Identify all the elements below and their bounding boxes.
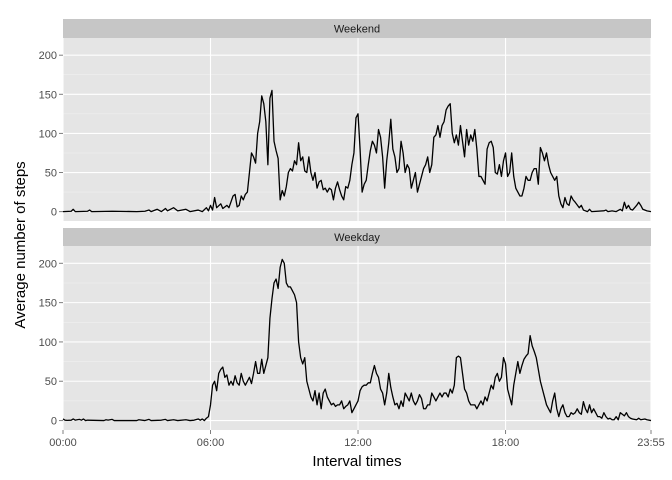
y-tick-label: 100 [39, 337, 57, 349]
x-axis-title: Interval times [312, 453, 401, 470]
y-tick-label: 100 [39, 128, 57, 140]
x-tick-label: 18:00 [492, 437, 520, 449]
x-tick-label: 12:00 [344, 437, 372, 449]
panel-weekday: Weekday 0 50 100 150 200 [39, 228, 652, 430]
x-tick-label: 06:00 [197, 437, 225, 449]
panel-weekend: Weekend 0 50 100 150 200 [39, 19, 652, 221]
y-tick-label: 50 [45, 168, 57, 180]
strip-label: Weekend [334, 24, 380, 36]
y-tick-label: 0 [51, 416, 57, 428]
y-tick-label: 200 [39, 258, 57, 270]
strip-label: Weekday [334, 232, 380, 244]
panel-background [63, 38, 651, 221]
y-tick-label: 200 [39, 50, 57, 62]
y-tick-label: 150 [39, 89, 57, 101]
y-tick-label: 150 [39, 298, 57, 310]
strip-background [63, 228, 651, 246]
x-tick-label: 00:00 [49, 437, 77, 449]
y-axis-title: Average number of steps [12, 161, 29, 328]
y-tick-label: 50 [45, 376, 57, 388]
strip-background [63, 19, 651, 38]
series-line-weekend [62, 89, 652, 213]
x-tick-label: 23:55 [637, 437, 665, 449]
y-tick-label: 0 [51, 207, 57, 219]
series-line-weekday [62, 258, 652, 422]
